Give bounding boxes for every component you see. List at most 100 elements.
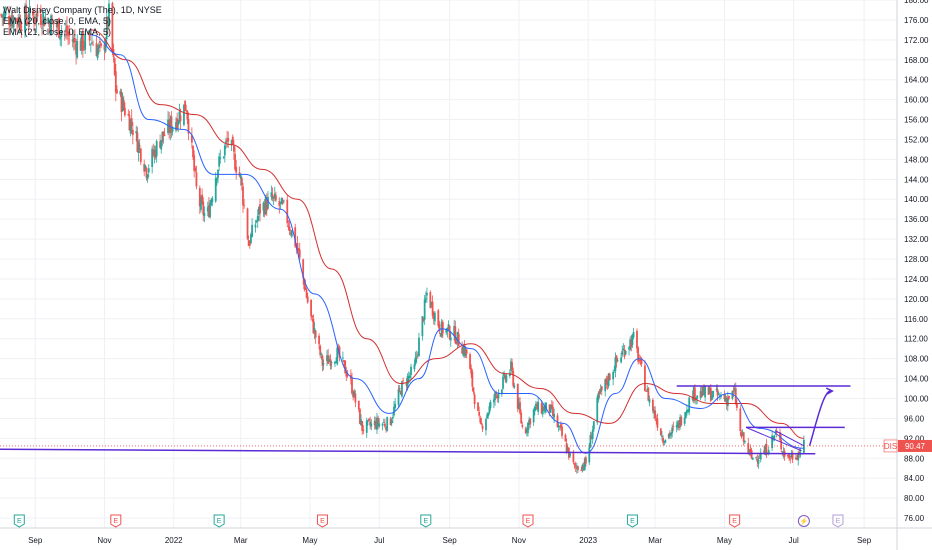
candle-body [736,403,738,408]
candle [575,462,578,474]
candle [661,431,663,441]
candle-body [696,395,699,399]
ema-fast-line [90,34,804,454]
candle-body [621,350,624,355]
price-tick-label: 148.00 [904,155,929,164]
candle [170,111,173,138]
candle-body [76,41,79,58]
time-tick-label: Sep [28,536,43,545]
candle-body [385,427,387,430]
candle [488,402,491,415]
candle-body [179,115,182,121]
candle [321,354,324,372]
candle-body [654,410,657,419]
candle-body [389,418,392,426]
candle-body [169,118,172,134]
candle-body [313,328,316,334]
candle-body [200,198,202,210]
candle [639,355,642,366]
candle-body [430,302,433,306]
candle-body [667,434,670,438]
earnings-marker-label: E [732,518,737,525]
candle [49,19,51,36]
candle [415,350,418,363]
candle [219,149,222,164]
candle-body [432,313,435,320]
time-tick-label: Mar [234,536,248,545]
candle [739,405,742,436]
candle-body [637,347,640,362]
candle-body [669,432,671,436]
candle [386,416,389,432]
candle-body [123,107,126,116]
candle-body [433,312,436,322]
candle [106,15,109,35]
candle-body [279,201,282,203]
candle [58,17,60,39]
candle-body [81,30,84,51]
candle [374,416,377,430]
candle-body [145,167,148,178]
candle-body [424,298,427,300]
candle [227,131,230,149]
candle [365,417,368,438]
candle [447,320,450,332]
candle [250,232,252,245]
candle-body [365,420,368,433]
candle [50,13,52,36]
candle [584,455,587,467]
candle [667,433,670,440]
candle-body [591,429,594,439]
candle [708,386,711,395]
candle-body [183,104,185,125]
candle-body [537,401,540,412]
candle [759,448,762,463]
candle-body [178,111,181,123]
candle-body [264,197,267,214]
candle [537,396,540,415]
candle-body [743,440,746,443]
candle [561,423,563,439]
candle-body [755,457,758,459]
candle-body [757,459,760,464]
candle [51,14,54,22]
candle [525,426,528,437]
candle-body [381,423,384,426]
candle-body [704,386,707,398]
candle [582,462,585,472]
time-tick-label: 2022 [165,536,183,545]
candle-body [175,122,177,131]
candle [322,359,325,371]
candle-body [630,340,633,348]
candle-body [504,375,507,380]
candle-body [486,414,489,419]
dividend-marker [797,515,810,527]
candle [573,462,576,469]
candle [437,308,440,328]
candle [72,30,75,51]
candle [0,13,3,19]
candle-body [211,198,214,203]
legend-ema-slow: EMA (21, close, 0, EMA, 5) [3,27,112,37]
candle-body [724,398,727,401]
candle [2,10,5,26]
candle [129,118,132,137]
candle [304,279,307,291]
candle [691,390,694,402]
time-tick-label: May [302,536,317,545]
candle [384,418,386,428]
candle-body [335,361,337,363]
candle-body [549,404,552,413]
candle-body [271,194,274,199]
candle [147,164,150,178]
candle-body [357,400,360,410]
candle-body [190,135,193,143]
candle-body [628,347,630,350]
candle-body [121,97,124,112]
candle-body [431,301,434,316]
candle-body [226,139,228,141]
candle [438,320,441,335]
candle [439,332,442,337]
candle-body [479,418,482,423]
